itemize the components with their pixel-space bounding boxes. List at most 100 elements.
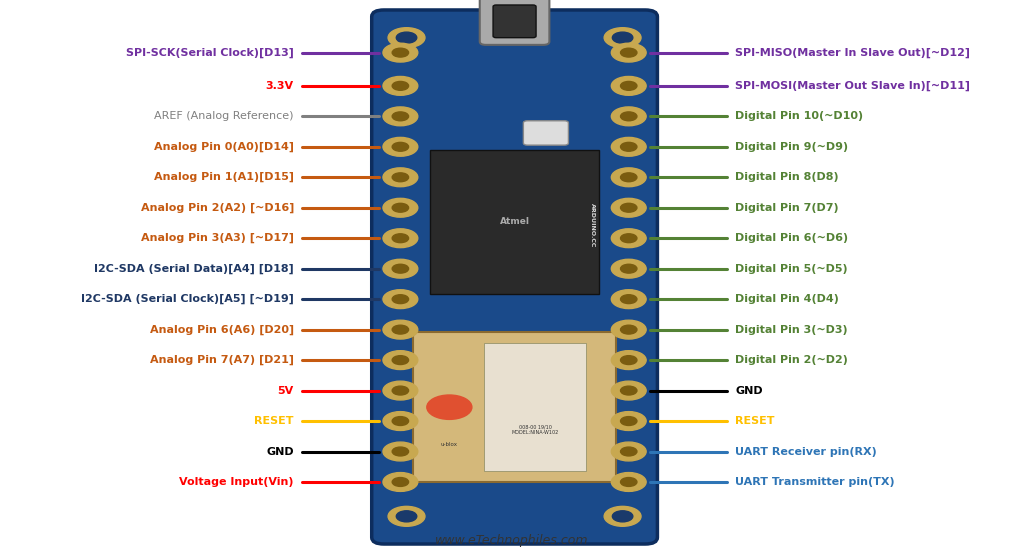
Circle shape (621, 356, 637, 365)
Text: SPI-MOSI(Master Out Slave In)[~D11]: SPI-MOSI(Master Out Slave In)[~D11] (735, 81, 970, 91)
Circle shape (611, 442, 646, 461)
Text: 008-00 19/10
MODEL:NINA-W102: 008-00 19/10 MODEL:NINA-W102 (511, 424, 558, 435)
Text: Analog Pin 2(A2) [~D16]: Analog Pin 2(A2) [~D16] (140, 203, 294, 213)
Circle shape (396, 511, 417, 522)
Bar (484, 343, 586, 471)
Text: SPI-MISO(Master In Slave Out)[~D12]: SPI-MISO(Master In Slave Out)[~D12] (735, 48, 970, 58)
Circle shape (392, 112, 409, 121)
Circle shape (611, 473, 646, 491)
Circle shape (611, 43, 646, 62)
FancyBboxPatch shape (479, 0, 549, 45)
Circle shape (621, 386, 637, 395)
Circle shape (383, 473, 418, 491)
Circle shape (383, 43, 418, 62)
Circle shape (383, 351, 418, 370)
Circle shape (611, 137, 646, 156)
Circle shape (392, 264, 409, 273)
Circle shape (611, 259, 646, 278)
Circle shape (392, 325, 409, 334)
Circle shape (392, 295, 409, 304)
Bar (413, 332, 616, 482)
Circle shape (621, 478, 637, 486)
Circle shape (621, 447, 637, 456)
Circle shape (383, 290, 418, 309)
Text: Digital Pin 9(~D9): Digital Pin 9(~D9) (735, 142, 848, 152)
Circle shape (383, 76, 418, 95)
Circle shape (621, 142, 637, 151)
Text: Digital Pin 7(D7): Digital Pin 7(D7) (735, 203, 839, 213)
Text: GND: GND (266, 447, 294, 456)
Text: 3.3V: 3.3V (266, 81, 294, 91)
Circle shape (621, 112, 637, 121)
Circle shape (621, 81, 637, 90)
Text: Digital Pin 2(~D2): Digital Pin 2(~D2) (735, 355, 848, 365)
Circle shape (383, 381, 418, 400)
Text: Digital Pin 6(~D6): Digital Pin 6(~D6) (735, 233, 848, 243)
Circle shape (392, 386, 409, 395)
Circle shape (611, 76, 646, 95)
Text: Digital Pin 4(D4): Digital Pin 4(D4) (735, 294, 839, 304)
Circle shape (611, 168, 646, 187)
Text: RESET: RESET (254, 416, 294, 426)
Circle shape (383, 137, 418, 156)
Circle shape (383, 229, 418, 248)
FancyBboxPatch shape (523, 121, 568, 145)
Text: 5V: 5V (278, 386, 294, 396)
Circle shape (392, 447, 409, 456)
Text: GND: GND (735, 386, 763, 396)
Circle shape (383, 107, 418, 126)
Circle shape (383, 168, 418, 187)
Circle shape (392, 142, 409, 151)
Circle shape (611, 412, 646, 430)
Text: Digital Pin 5(~D5): Digital Pin 5(~D5) (735, 264, 848, 274)
Text: Digital Pin 10(~D10): Digital Pin 10(~D10) (735, 111, 863, 121)
Circle shape (621, 48, 637, 57)
Circle shape (621, 173, 637, 182)
Circle shape (427, 395, 472, 419)
Text: I2C-SDA (Serial Data)[A4] [D18]: I2C-SDA (Serial Data)[A4] [D18] (94, 264, 294, 274)
Circle shape (621, 203, 637, 212)
Text: Atmel: Atmel (500, 217, 529, 226)
Circle shape (392, 356, 409, 365)
Circle shape (383, 198, 418, 217)
Circle shape (383, 259, 418, 278)
Circle shape (621, 264, 637, 273)
Circle shape (612, 32, 633, 43)
Circle shape (383, 320, 418, 339)
Circle shape (396, 32, 417, 43)
FancyBboxPatch shape (493, 5, 537, 38)
Circle shape (604, 28, 641, 48)
Bar (430, 150, 599, 294)
FancyBboxPatch shape (372, 10, 657, 544)
Text: RESET: RESET (735, 416, 775, 426)
Circle shape (392, 48, 409, 57)
Circle shape (611, 320, 646, 339)
Circle shape (611, 229, 646, 248)
Text: UART Receiver pin(RX): UART Receiver pin(RX) (735, 447, 877, 456)
Circle shape (383, 442, 418, 461)
Circle shape (611, 381, 646, 400)
Circle shape (388, 506, 425, 526)
Text: Analog Pin 0(A0)[D14]: Analog Pin 0(A0)[D14] (154, 142, 294, 152)
Text: AREF (Analog Reference): AREF (Analog Reference) (155, 111, 294, 121)
Text: Digital Pin 3(~D3): Digital Pin 3(~D3) (735, 325, 848, 335)
Circle shape (392, 417, 409, 425)
Circle shape (383, 412, 418, 430)
Text: ARDUINO.CC: ARDUINO.CC (591, 203, 595, 247)
Circle shape (604, 506, 641, 526)
Text: Digital Pin 8(D8): Digital Pin 8(D8) (735, 172, 839, 182)
Circle shape (392, 81, 409, 90)
Circle shape (392, 203, 409, 212)
Text: www.eTechnophiles.com: www.eTechnophiles.com (435, 534, 589, 547)
Circle shape (612, 511, 633, 522)
Circle shape (611, 198, 646, 217)
Circle shape (392, 478, 409, 486)
Circle shape (392, 173, 409, 182)
Circle shape (611, 351, 646, 370)
Circle shape (621, 417, 637, 425)
Text: Analog Pin 1(A1)[D15]: Analog Pin 1(A1)[D15] (154, 172, 294, 182)
Circle shape (621, 325, 637, 334)
Circle shape (621, 295, 637, 304)
Text: UART Transmitter pin(TX): UART Transmitter pin(TX) (735, 477, 895, 487)
Text: SPI-SCK(Serial Clock)[D13]: SPI-SCK(Serial Clock)[D13] (126, 48, 294, 58)
